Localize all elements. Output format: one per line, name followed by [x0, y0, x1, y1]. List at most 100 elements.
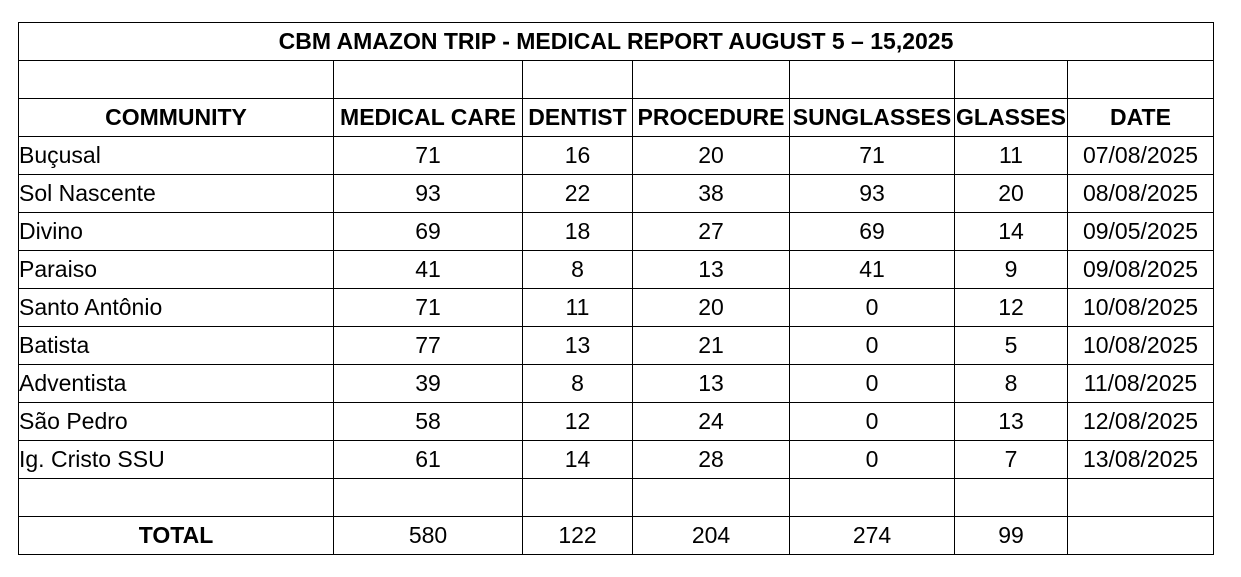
medical-care-cell: 58 — [333, 402, 523, 441]
header-date: DATE — [1067, 98, 1214, 137]
procedure-cell: 28 — [632, 440, 790, 479]
glasses-cell: 9 — [954, 250, 1068, 289]
table-row: Sol Nascente 93 22 38 93 20 08/08/2025 — [18, 174, 1214, 213]
blank-cell — [522, 478, 633, 517]
date-cell: 11/08/2025 — [1067, 364, 1214, 403]
sunglasses-cell: 93 — [789, 174, 955, 213]
header-dentist: DENTIST — [522, 98, 633, 137]
procedure-cell: 38 — [632, 174, 790, 213]
community-cell: Adventista — [18, 364, 334, 403]
dentist-cell: 8 — [522, 250, 633, 289]
medical-care-cell: 77 — [333, 326, 523, 365]
blank-cell — [18, 478, 334, 517]
glasses-cell: 8 — [954, 364, 1068, 403]
medical-care-cell: 41 — [333, 250, 523, 289]
community-cell: Buçusal — [18, 136, 334, 175]
dentist-cell: 22 — [522, 174, 633, 213]
medical-care-cell: 71 — [333, 136, 523, 175]
header-row: COMMUNITY MEDICAL CARE DENTIST PROCEDURE… — [18, 98, 1214, 137]
glasses-cell: 7 — [954, 440, 1068, 479]
glasses-cell: 5 — [954, 326, 1068, 365]
table-row: São Pedro 58 12 24 0 13 12/08/2025 — [18, 402, 1214, 441]
community-cell: Paraiso — [18, 250, 334, 289]
date-cell: 07/08/2025 — [1067, 136, 1214, 175]
community-cell: Divino — [18, 212, 334, 251]
blank-cell — [522, 60, 633, 99]
blank-row — [18, 60, 1214, 99]
dentist-cell: 13 — [522, 326, 633, 365]
dentist-cell: 16 — [522, 136, 633, 175]
date-cell: 09/08/2025 — [1067, 250, 1214, 289]
date-cell: 10/08/2025 — [1067, 288, 1214, 327]
blank-cell — [954, 478, 1068, 517]
table-row: Santo Antônio 71 11 20 0 12 10/08/2025 — [18, 288, 1214, 327]
dentist-cell: 8 — [522, 364, 633, 403]
dentist-cell: 12 — [522, 402, 633, 441]
procedure-cell: 24 — [632, 402, 790, 441]
medical-care-cell: 39 — [333, 364, 523, 403]
procedure-cell: 13 — [632, 250, 790, 289]
report-title: CBM AMAZON TRIP - MEDICAL REPORT AUGUST … — [18, 22, 1214, 61]
header-procedure: PROCEDURE — [632, 98, 790, 137]
blank-cell — [333, 60, 523, 99]
glasses-cell: 12 — [954, 288, 1068, 327]
table-row: Paraiso 41 8 13 41 9 09/08/2025 — [18, 250, 1214, 289]
total-sunglasses: 274 — [789, 516, 955, 555]
date-cell: 08/08/2025 — [1067, 174, 1214, 213]
total-medical-care: 580 — [333, 516, 523, 555]
medical-report-table: CBM AMAZON TRIP - MEDICAL REPORT AUGUST … — [18, 22, 1214, 555]
blank-cell — [632, 478, 790, 517]
table-row: Divino 69 18 27 69 14 09/05/2025 — [18, 212, 1214, 251]
total-label: TOTAL — [18, 516, 334, 555]
total-glasses: 99 — [954, 516, 1068, 555]
glasses-cell: 11 — [954, 136, 1068, 175]
table-row: Ig. Cristo SSU 61 14 28 0 7 13/08/2025 — [18, 440, 1214, 479]
community-cell: Ig. Cristo SSU — [18, 440, 334, 479]
community-cell: Santo Antônio — [18, 288, 334, 327]
dentist-cell: 18 — [522, 212, 633, 251]
glasses-cell: 14 — [954, 212, 1068, 251]
blank-cell — [18, 60, 334, 99]
medical-care-cell: 93 — [333, 174, 523, 213]
sunglasses-cell: 0 — [789, 326, 955, 365]
community-cell: Batista — [18, 326, 334, 365]
sunglasses-cell: 0 — [789, 440, 955, 479]
procedure-cell: 20 — [632, 288, 790, 327]
community-cell: Sol Nascente — [18, 174, 334, 213]
blank-cell — [333, 478, 523, 517]
procedure-cell: 27 — [632, 212, 790, 251]
date-cell: 10/08/2025 — [1067, 326, 1214, 365]
medical-care-cell: 71 — [333, 288, 523, 327]
total-procedure: 204 — [632, 516, 790, 555]
sunglasses-cell: 0 — [789, 402, 955, 441]
table-row: Adventista 39 8 13 0 8 11/08/2025 — [18, 364, 1214, 403]
date-cell: 13/08/2025 — [1067, 440, 1214, 479]
dentist-cell: 11 — [522, 288, 633, 327]
blank-cell — [789, 60, 955, 99]
header-sunglasses: SUNGLASSES — [789, 98, 955, 137]
date-cell: 12/08/2025 — [1067, 402, 1214, 441]
header-glasses: GLASSES — [954, 98, 1068, 137]
header-community: COMMUNITY — [18, 98, 334, 137]
table-row: Buçusal 71 16 20 71 11 07/08/2025 — [18, 136, 1214, 175]
procedure-cell: 20 — [632, 136, 790, 175]
sunglasses-cell: 41 — [789, 250, 955, 289]
medical-care-cell: 69 — [333, 212, 523, 251]
procedure-cell: 21 — [632, 326, 790, 365]
glasses-cell: 20 — [954, 174, 1068, 213]
blank-cell — [632, 60, 790, 99]
blank-cell — [1067, 478, 1214, 517]
sunglasses-cell: 0 — [789, 288, 955, 327]
table-row: Batista 77 13 21 0 5 10/08/2025 — [18, 326, 1214, 365]
total-row: TOTAL 580 122 204 274 99 — [18, 516, 1214, 555]
total-dentist: 122 — [522, 516, 633, 555]
blank-cell — [1067, 60, 1214, 99]
sunglasses-cell: 69 — [789, 212, 955, 251]
sunglasses-cell: 71 — [789, 136, 955, 175]
glasses-cell: 13 — [954, 402, 1068, 441]
blank-cell — [789, 478, 955, 517]
header-medical-care: MEDICAL CARE — [333, 98, 523, 137]
blank-row — [18, 478, 1214, 517]
title-row: CBM AMAZON TRIP - MEDICAL REPORT AUGUST … — [18, 22, 1214, 61]
medical-care-cell: 61 — [333, 440, 523, 479]
